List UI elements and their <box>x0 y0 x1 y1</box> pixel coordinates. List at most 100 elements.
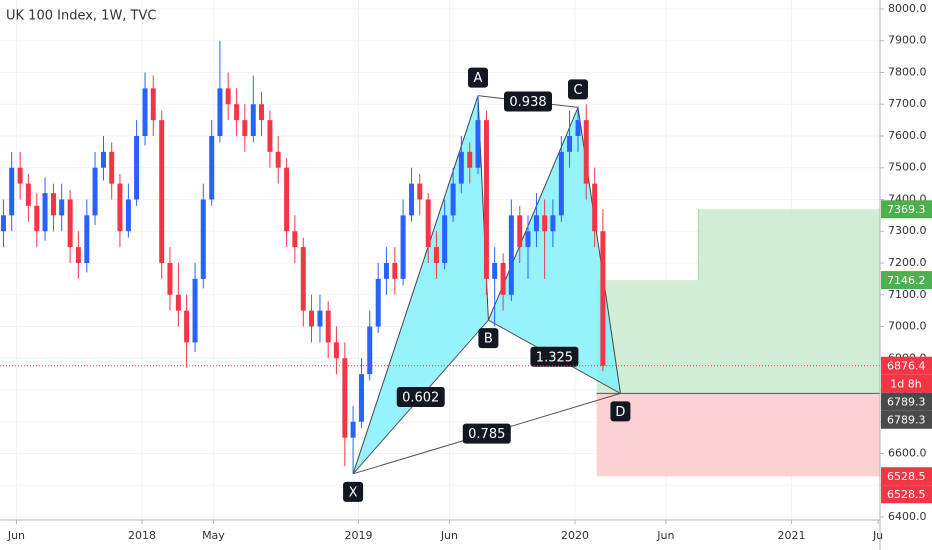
plot-area: 0.602 0.938 1.325 0.785 X A B C D <box>0 40 880 502</box>
candle-body <box>0 215 6 232</box>
point-label-box <box>467 67 488 88</box>
point-label: X <box>349 485 358 500</box>
ratio-label: 0.602 <box>402 390 439 405</box>
price-badge-label: 6528.5 <box>887 488 926 501</box>
axes: 6400.06500.06600.06700.06800.06900.07000… <box>7 2 932 542</box>
candle-body <box>134 135 140 200</box>
candle-body <box>583 120 589 184</box>
candle-body <box>75 247 81 264</box>
candle-body <box>17 167 23 184</box>
candle-body <box>442 215 448 264</box>
stop-zone <box>596 393 880 477</box>
point-label: A <box>474 71 483 86</box>
candle-body <box>42 193 48 232</box>
candle-body <box>425 199 431 248</box>
candle-body <box>592 183 598 232</box>
candle-body <box>383 263 389 279</box>
y-tick-label: 7500.0 <box>888 161 927 174</box>
ratio-label-box <box>504 91 552 112</box>
candle-body <box>9 167 15 216</box>
candle-body <box>359 374 365 422</box>
candle-body <box>350 421 356 438</box>
candle-body <box>150 88 156 121</box>
price-badge <box>881 392 932 411</box>
countdown-label: 1d 8h <box>890 378 921 391</box>
candle-body <box>575 120 581 136</box>
candle-body <box>92 167 98 216</box>
candle-body <box>250 104 256 136</box>
candle-body <box>67 199 73 248</box>
candle-body <box>409 183 415 216</box>
y-tick-label: 6400.0 <box>888 510 927 523</box>
y-tick-label: 7300.0 <box>888 224 927 237</box>
countdown-badge <box>881 374 932 393</box>
x-tick-label: Jun <box>656 529 674 542</box>
candle-body <box>483 120 489 279</box>
candle-body <box>517 215 523 248</box>
x-tick-label: Jun <box>440 529 458 542</box>
candle-body <box>125 199 131 232</box>
point-label-box <box>478 328 499 349</box>
x-tick-label: May <box>202 529 225 542</box>
ratio-label: 0.785 <box>468 427 505 442</box>
candle-body <box>333 342 339 359</box>
candle-body <box>267 120 273 152</box>
candle-body <box>242 120 248 136</box>
candle-body <box>325 310 331 343</box>
candle-body <box>109 151 115 184</box>
candle-body <box>59 199 65 216</box>
candle-body <box>533 215 539 232</box>
candle-body <box>259 104 265 121</box>
x-tick-label: Jun <box>7 529 25 542</box>
candle-body <box>275 151 281 168</box>
y-tick-label: 7200.0 <box>888 256 927 269</box>
x-tick-label: 2020 <box>561 529 589 542</box>
candle-body <box>458 151 464 184</box>
candle-body <box>558 151 564 216</box>
point-label-box <box>610 401 631 422</box>
candle-body <box>184 310 190 343</box>
candle-body <box>317 310 323 327</box>
candle-body <box>467 151 473 168</box>
point-label: D <box>615 405 625 420</box>
candle-body <box>34 205 40 232</box>
candle-body <box>600 231 606 366</box>
ratio-label: 0.938 <box>509 95 546 110</box>
candle-body <box>375 278 381 327</box>
price-badge <box>881 410 932 429</box>
point-label: B <box>484 332 493 347</box>
candle-body <box>500 263 506 295</box>
candle-body <box>167 263 173 295</box>
ratio-label: 1.325 <box>536 350 573 365</box>
candle-body <box>309 310 315 327</box>
price-badge <box>881 485 932 504</box>
price-badge <box>881 356 932 375</box>
chart-title: UK 100 Index, 1W, TVC <box>6 9 156 24</box>
candle-body <box>100 151 106 168</box>
candle-body <box>400 215 406 279</box>
candle-body <box>342 358 348 438</box>
price-badge-label: 7369.3 <box>887 203 926 216</box>
candle-body <box>525 231 531 248</box>
x-tick-label: 2019 <box>344 529 372 542</box>
candle-body <box>200 199 206 279</box>
ratio-label-box <box>396 386 445 407</box>
price-badge-label: 6789.3 <box>887 396 926 409</box>
ratio-label-box <box>462 423 511 444</box>
candle-body <box>209 135 215 200</box>
x-tick-label: Ju <box>872 529 883 542</box>
candle-body <box>475 120 481 168</box>
y-tick-label: 7600.0 <box>888 129 927 142</box>
target-zone <box>596 209 880 394</box>
candle-body <box>392 263 398 279</box>
candle-body <box>84 215 90 264</box>
point-label-box <box>343 481 364 502</box>
y-tick-label: 7000.0 <box>888 320 927 333</box>
candle-body <box>25 183 31 206</box>
price-badge-label: 7146.2 <box>887 274 926 287</box>
candle-body <box>225 88 231 105</box>
x-tick-label: 2021 <box>777 529 805 542</box>
y-tick-label: 6600.0 <box>888 447 927 460</box>
y-tick-label: 8000.0 <box>888 2 927 15</box>
